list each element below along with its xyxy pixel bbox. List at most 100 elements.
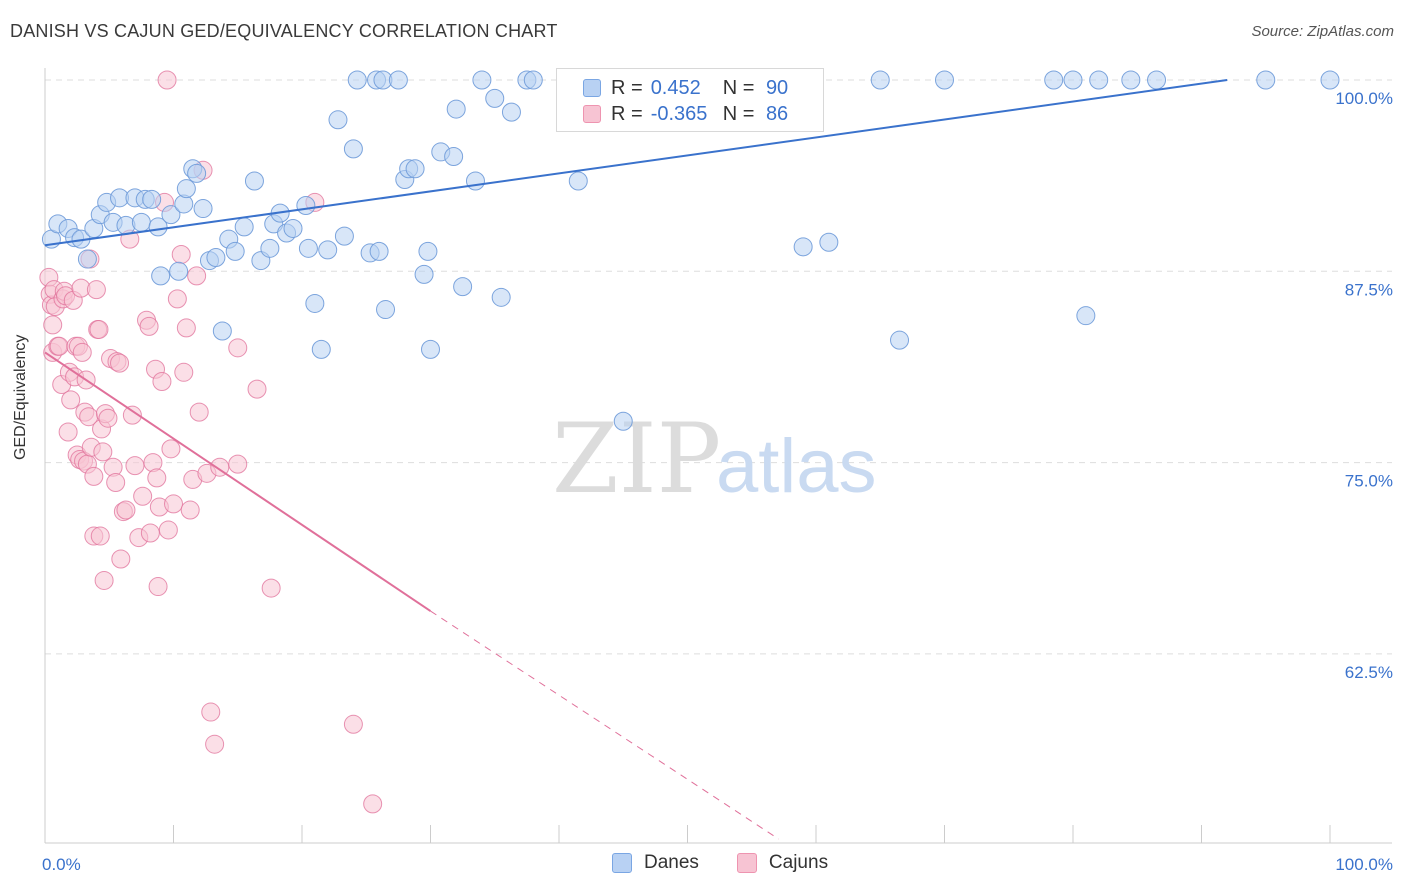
dane-point	[244, 171, 264, 191]
cajun-point	[106, 472, 126, 492]
cajun-point	[247, 379, 267, 399]
dane-point	[1320, 70, 1340, 90]
cajuns-swatch	[583, 105, 601, 123]
legend-danes-swatch	[612, 853, 632, 873]
dane-point	[472, 70, 492, 90]
cajun-point	[72, 342, 92, 362]
danes-n-value: 90	[765, 76, 789, 99]
cajuns-trend-line	[44, 351, 432, 612]
cajuns-r-value: -0.365	[650, 102, 708, 125]
danes-swatch	[583, 79, 601, 97]
dane-point	[793, 237, 813, 257]
cajun-point	[116, 500, 136, 520]
dane-point	[369, 241, 389, 261]
cajun-point	[148, 577, 168, 597]
dane-point	[414, 264, 434, 284]
tick-labels: 62.5% 75.0% 87.5% 100.0% 0.0% 100.0%	[42, 89, 1393, 874]
dane-point	[465, 171, 485, 191]
cajun-point	[363, 794, 383, 814]
cajun-point	[164, 494, 183, 514]
legend-cajuns-label: Cajuns	[768, 852, 829, 873]
dane-point	[151, 266, 171, 286]
dane-point	[77, 249, 97, 269]
cajun-point	[158, 520, 178, 540]
dane-point	[187, 163, 207, 183]
cajun-point	[58, 422, 78, 442]
dane-point	[161, 205, 181, 225]
cajun-point	[205, 734, 225, 754]
cajun-point	[167, 289, 187, 309]
cajun-point	[84, 466, 104, 486]
dane-point	[376, 300, 396, 320]
dane-point	[1076, 306, 1096, 326]
cajun-point	[90, 526, 110, 546]
dane-point	[568, 171, 588, 191]
y-tick-label: 62.5%	[1345, 663, 1393, 682]
dane-point	[890, 330, 910, 350]
dane-point	[343, 139, 363, 159]
cajun-point	[228, 338, 248, 358]
dane-point	[935, 70, 954, 90]
y-axis-label: GED/Equivalency	[12, 334, 29, 460]
dane-point	[523, 70, 543, 90]
x-tick-label: 0.0%	[42, 855, 81, 874]
grid-lines	[45, 79, 1392, 655]
cajun-point	[201, 702, 221, 722]
dane-point	[819, 232, 839, 252]
dane-point	[418, 241, 438, 261]
dane-point	[446, 99, 466, 119]
legend-row-cajuns: R = -0.365 N = 86	[583, 101, 788, 127]
dane-point	[485, 88, 505, 108]
dane-point	[116, 215, 136, 235]
dane-point	[206, 248, 226, 268]
dane-point	[298, 238, 318, 258]
cajun-point	[180, 500, 200, 520]
dane-point	[1121, 70, 1141, 90]
series-legend: Danes Cajuns	[612, 852, 828, 874]
danes-n-label: N =	[722, 76, 760, 99]
cajun-point	[176, 318, 196, 338]
cajun-point	[98, 408, 118, 428]
legend-row-danes: R = 0.452 N = 90	[583, 75, 788, 101]
cajun-point	[94, 570, 114, 590]
dane-point	[305, 293, 325, 313]
cajun-point	[125, 456, 145, 476]
source-label: Source: ZipAtlas.com	[1251, 23, 1394, 40]
cajun-point	[157, 70, 177, 90]
dane-point	[1063, 70, 1083, 90]
dane-point	[234, 217, 254, 237]
cajun-point	[93, 442, 113, 462]
cajun-point	[133, 486, 153, 506]
watermark-atlas: atlas	[716, 424, 877, 509]
cajun-point	[49, 336, 69, 356]
cajun-point	[187, 266, 207, 286]
dane-point	[225, 241, 245, 261]
cajun-point	[43, 315, 63, 335]
cajun-point	[140, 523, 160, 543]
cajuns-n-label: N =	[722, 102, 760, 125]
y-tick-label: 75.0%	[1345, 472, 1393, 491]
cajun-point	[122, 405, 142, 425]
dane-point	[501, 102, 521, 122]
dane-point	[318, 240, 338, 260]
cajun-point	[161, 439, 181, 459]
cajun-point	[110, 353, 130, 373]
danes-r-value: 0.452	[650, 76, 701, 99]
cajun-point	[228, 454, 248, 474]
cajun-point	[147, 468, 167, 488]
dane-point	[405, 159, 425, 179]
cajuns-trend-line	[430, 610, 780, 840]
cajun-point	[171, 244, 191, 264]
legend-danes-label: Danes	[644, 852, 699, 873]
cajun-point	[89, 319, 109, 339]
watermark: ZIP atlas	[552, 403, 877, 515]
legend-cajuns-swatch	[736, 853, 757, 873]
cajun-point	[152, 371, 172, 391]
correlation-legend: R = 0.452 N = 90 R = -0.365 N = 86	[556, 68, 824, 132]
dane-point	[1256, 70, 1276, 90]
dane-point	[283, 218, 303, 238]
dane-point	[421, 339, 440, 359]
cajun-point	[189, 402, 209, 422]
dane-point	[347, 70, 367, 90]
danes-trend-line	[44, 79, 1228, 247]
